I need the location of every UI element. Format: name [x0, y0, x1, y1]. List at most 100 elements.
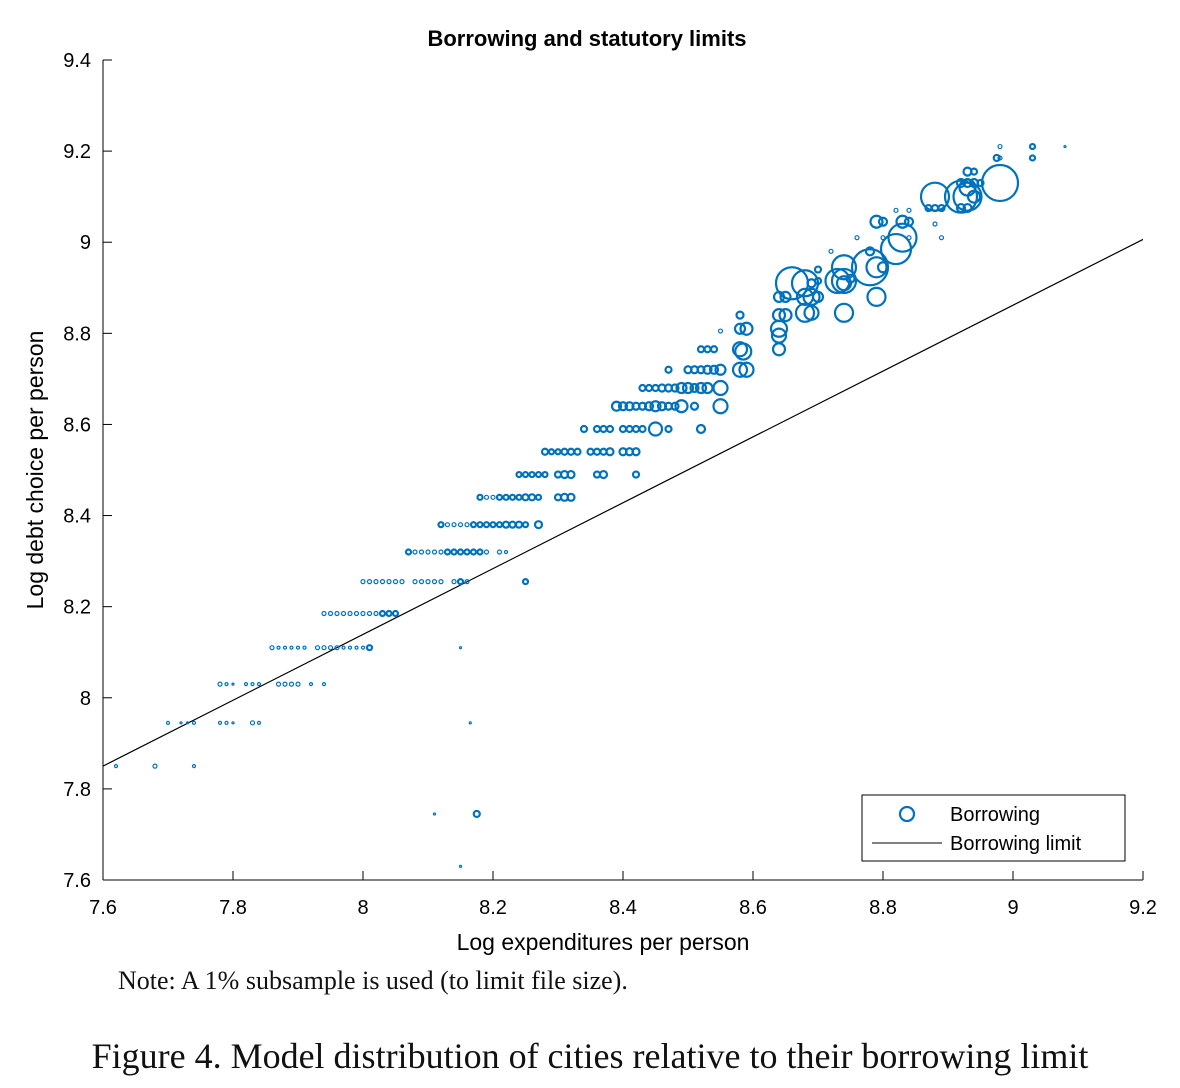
- borrowing-point: [811, 290, 825, 303]
- borrowing-point: [943, 179, 979, 214]
- borrowing-point: [347, 645, 353, 650]
- borrowing-point: [893, 207, 899, 213]
- borrowing-point: [483, 494, 490, 500]
- borrowing-point: [373, 579, 379, 585]
- chart-title: Borrowing and statutory limits: [427, 26, 746, 51]
- borrowing-point: [495, 521, 504, 529]
- borrowing-point: [451, 579, 457, 585]
- borrowing-point: [508, 520, 517, 529]
- borrowing-point: [717, 328, 724, 334]
- borrowing-point: [412, 549, 418, 555]
- y-tick-label: 9.4: [63, 50, 91, 72]
- borrowing-point: [224, 720, 229, 725]
- borrowing-point: [880, 235, 886, 241]
- borrowing-point: [360, 610, 366, 617]
- borrowing-point: [432, 812, 437, 816]
- borrowing-point: [321, 610, 327, 617]
- y-tick-label: 8.2: [63, 597, 91, 619]
- borrowing-point: [701, 381, 714, 395]
- borrowing-point: [521, 578, 530, 586]
- y-tick-label: 8.4: [63, 506, 91, 528]
- borrowing-point: [476, 493, 484, 501]
- borrowing-point: [392, 579, 399, 585]
- borrowing-point: [458, 646, 463, 650]
- borrowing-point: [997, 143, 1003, 150]
- borrowing-point: [813, 276, 823, 286]
- borrowing-point: [360, 579, 366, 585]
- borrowing-point: [275, 681, 282, 687]
- borrowing-point: [418, 549, 425, 555]
- legend: Borrowing Borrowing limit: [861, 794, 1126, 862]
- borrowing-point: [938, 235, 945, 241]
- borrowing-point: [625, 424, 634, 434]
- borrowing-point: [521, 521, 530, 529]
- borrowing-point: [771, 308, 787, 323]
- borrowing-point: [664, 365, 673, 374]
- scatter-chart: Borrowing and statutory limits 7.6 7.8 8 8.…: [22, 26, 1157, 955]
- borrowing-point: [472, 809, 481, 819]
- borrowing-point: [282, 645, 288, 650]
- borrowing-point: [327, 645, 334, 651]
- borrowing-point: [976, 178, 985, 188]
- borrowing-point: [456, 578, 465, 586]
- borrowing-point: [670, 383, 680, 393]
- borrowing-point: [919, 181, 951, 212]
- borrowing-point: [733, 322, 747, 335]
- y-tick-label: 8: [80, 688, 91, 710]
- borrowing-points: [113, 142, 1067, 868]
- borrowing-point: [554, 448, 562, 456]
- borrowing-point: [712, 379, 729, 397]
- borrowing-point: [833, 302, 855, 323]
- borrowing-point: [712, 398, 729, 415]
- borrowing-point: [969, 167, 979, 176]
- borrowing-point: [217, 720, 223, 725]
- borrowing-point: [476, 521, 484, 529]
- borrowing-point: [955, 177, 967, 189]
- borrowing-point: [980, 163, 1020, 203]
- borrowing-point: [566, 447, 576, 456]
- borrowing-point: [714, 363, 727, 376]
- borrowing-point: [952, 181, 983, 212]
- borrowing-point: [735, 310, 745, 320]
- y-ticks: 7.6 7.8 8 8.2 8.4 8.6 8.8 9 9.2 9.4: [63, 50, 112, 892]
- borrowing-point: [992, 153, 1001, 163]
- borrowing-point: [598, 469, 609, 480]
- y-tick-label: 9.2: [63, 141, 91, 163]
- borrowing-point: [649, 400, 662, 413]
- borrowing-point: [547, 448, 556, 456]
- borrowing-point: [501, 520, 511, 529]
- borrowing-point: [599, 424, 608, 434]
- borrowing-point: [366, 610, 373, 617]
- borrowing-point: [295, 645, 301, 650]
- borrowing-point: [308, 682, 314, 687]
- borrowing-point: [314, 645, 321, 651]
- borrowing-point: [739, 321, 754, 336]
- borrowing-point: [365, 644, 374, 652]
- borrowing-point: [457, 522, 464, 528]
- borrowing-point: [391, 609, 400, 618]
- borrowing-point: [521, 493, 530, 502]
- legend-label-borrowing: Borrowing: [950, 804, 1040, 826]
- borrowing-point: [179, 721, 183, 725]
- y-tick-label: 7.8: [63, 779, 91, 801]
- borrowing-point: [962, 177, 973, 189]
- borrowing-point: [631, 424, 641, 434]
- borrowing-point: [295, 681, 301, 687]
- borrowing-point: [464, 522, 470, 528]
- borrowing-point: [191, 764, 197, 769]
- borrowing-point: [638, 383, 647, 393]
- borrowing-point: [250, 682, 255, 687]
- borrowing-point: [605, 447, 615, 457]
- borrowing-point: [540, 447, 550, 456]
- borrowing-point: [876, 261, 890, 274]
- borrowing-point: [830, 254, 858, 281]
- borrowing-point: [373, 610, 379, 617]
- x-tick-label: 8: [357, 897, 368, 919]
- borrowing-point: [664, 424, 673, 434]
- borrowing-point: [631, 470, 641, 479]
- borrowing-point: [903, 216, 915, 227]
- borrowing-point: [354, 645, 359, 650]
- borrowing-point: [610, 400, 623, 412]
- borrowing-point: [334, 610, 340, 617]
- figure-note: Note: A 1% subsample is used (to limit f…: [118, 966, 628, 995]
